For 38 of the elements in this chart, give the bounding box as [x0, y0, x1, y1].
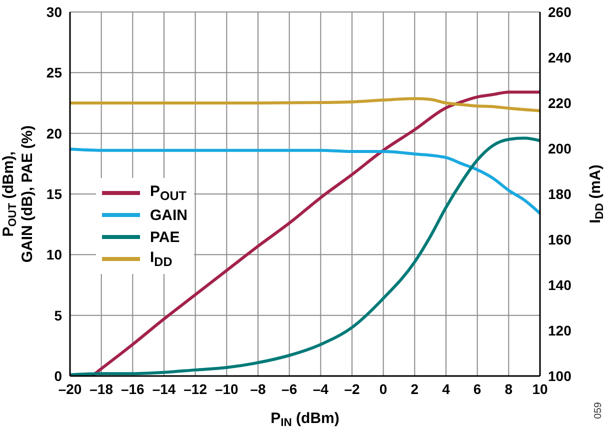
y2-tick-label: 160	[548, 231, 572, 248]
y-tick-label: 20	[46, 125, 62, 142]
x-tick-label: 4	[442, 380, 450, 397]
x-tick-label: 6	[473, 380, 482, 397]
x-tick-label: –8	[250, 380, 266, 397]
y-tick-label: 5	[54, 307, 62, 324]
x-tick-label: –6	[282, 380, 298, 397]
y-tick-label: 25	[46, 64, 62, 81]
x-tick-label: –12	[184, 380, 208, 397]
y-tick-label: 30	[46, 4, 62, 20]
legend-label: P$_{OUT}$	[150, 183, 186, 203]
x-tick-label: 8	[504, 380, 513, 397]
line-series	[90, 90, 540, 376]
y2-tick-label: 220	[548, 94, 572, 111]
x-tick-label: –10	[214, 380, 239, 397]
line-series	[70, 97, 540, 112]
legend-label: I$_{DD}$	[150, 249, 172, 269]
y2-tick-label: 140	[548, 276, 572, 293]
y2-tick-label: 120	[548, 322, 572, 338]
x-tick-label: 0	[379, 380, 388, 397]
y2-tick-label: 240	[548, 49, 572, 66]
legend-label: GAIN	[150, 206, 188, 224]
y-tick-label: 15	[46, 186, 62, 202]
x-tick-label: –2	[344, 380, 360, 397]
y2-tick-label: 200	[548, 140, 572, 156]
x-axis-title: P$_{IN}$ (dBm)	[270, 410, 340, 429]
y-tick-label: 10	[46, 246, 62, 263]
x-tick-label: 10	[532, 380, 548, 397]
x-tick-label: –18	[90, 380, 114, 397]
legend-label: PAE	[150, 228, 180, 246]
x-tick-label: 2	[410, 380, 419, 397]
text: 059	[592, 402, 604, 419]
y2-tick-label: 180	[548, 186, 572, 202]
x-tick-label: –16	[120, 380, 145, 397]
y2-tick-label: 100	[548, 368, 572, 384]
y2-tick-label: 260	[548, 4, 572, 20]
x-tick-label: –4	[312, 380, 329, 397]
x-tick-label: –14	[152, 380, 176, 397]
